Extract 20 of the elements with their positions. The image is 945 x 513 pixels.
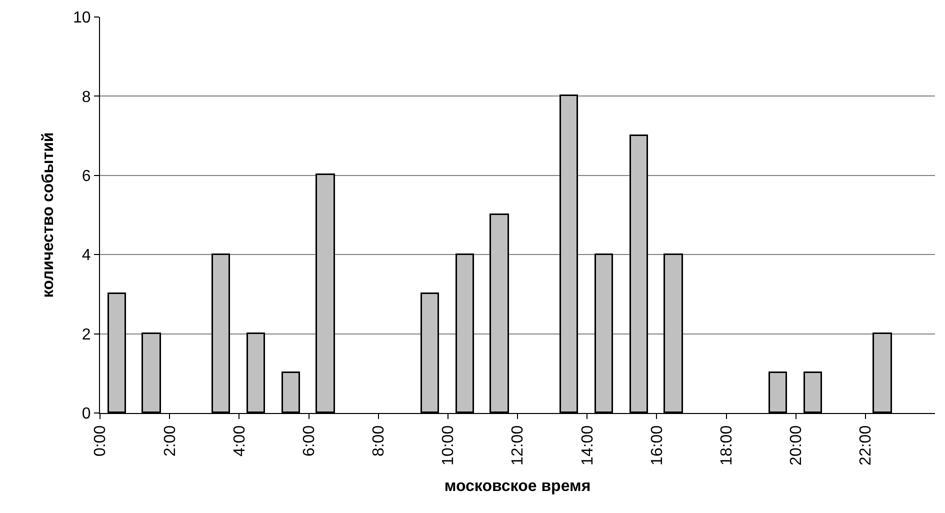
y-axis-title: количество событий	[40, 132, 57, 298]
y-tick-label: 2	[82, 326, 91, 344]
y-tick-label: 0	[82, 406, 91, 423]
x-tick-label: 4:00	[231, 425, 248, 457]
x-tick-label: 10:00	[440, 425, 458, 466]
x-tick-label: 6:00	[300, 425, 318, 457]
x-tick-label: 20:00	[788, 425, 806, 466]
y-tick-label: 6	[82, 168, 91, 185]
x-tick-label: 2:00	[162, 425, 179, 457]
x-tick-label: 8:00	[370, 425, 388, 457]
y-tick-label: 4	[82, 247, 91, 264]
x-tick-label: 22:00	[858, 425, 875, 466]
x-axis-title: московское время	[444, 478, 591, 496]
x-tick-label: 16:00	[648, 425, 666, 466]
x-tick-label: 14:00	[579, 425, 596, 466]
x-tick-label: 0:00	[92, 425, 110, 457]
y-tick-label: 10	[73, 10, 91, 27]
x-tick-label: 12:00	[510, 425, 527, 466]
y-tick-label: 8	[82, 88, 91, 106]
x-tick-label: 18:00	[718, 425, 736, 466]
